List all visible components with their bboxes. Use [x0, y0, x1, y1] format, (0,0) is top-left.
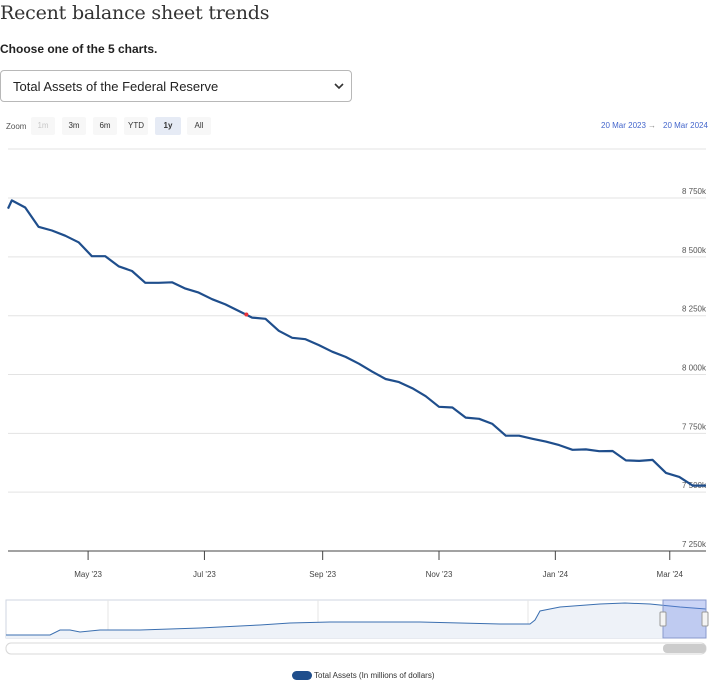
- chart-selector-value: Total Assets of the Federal Reserve: [13, 79, 219, 94]
- y-tick-label: 7 250k: [682, 540, 707, 549]
- chart-selector[interactable]: Total Assets of the Federal Reserve: [0, 70, 352, 102]
- zoom-button-1m[interactable]: 1m: [31, 117, 55, 135]
- zoom-button-6m[interactable]: 6m: [93, 117, 117, 135]
- navigator: 201020152020: [5, 599, 709, 655]
- data-points: [244, 312, 249, 317]
- y-tick-label: 7 750k: [682, 422, 707, 431]
- x-tick-label: Sep '23: [309, 570, 336, 579]
- navigator-area: [6, 603, 706, 638]
- x-tick-label: May '23: [74, 570, 102, 579]
- navigator-series-line: [6, 602, 707, 636]
- zoom-button-1y[interactable]: 1y: [155, 117, 181, 135]
- chevron-down-icon: [334, 83, 344, 90]
- x-tick-label: Mar '24: [657, 570, 684, 579]
- legend-label: Total Assets (In millions of dollars): [314, 671, 435, 680]
- range-arrow: →: [648, 121, 656, 130]
- navigator-handle-right[interactable]: [701, 611, 709, 627]
- x-axis: May '23 Jul '23 Sep '23 Nov '23 Jan '24 Mar '…: [8, 550, 706, 579]
- highlight-point[interactable]: [244, 312, 249, 317]
- x-tick-label: Nov '23: [426, 570, 453, 579]
- gridlines: [8, 148, 706, 552]
- y-tick-label: 8 250k: [682, 305, 707, 314]
- range-from-date[interactable]: 20 Mar 2023: [601, 121, 646, 130]
- x-tick-label: Jul '23: [193, 570, 216, 579]
- zoom-button-all[interactable]: All: [187, 117, 211, 135]
- x-tick-label: Jan '24: [543, 570, 569, 579]
- y-tick-label: 8 500k: [682, 246, 707, 255]
- series-line-total-assets[interactable]: [7, 199, 706, 487]
- navigator-scrollbar-track[interactable]: [5, 642, 707, 655]
- y-tick-label: 8 000k: [682, 364, 707, 373]
- navigator-scrollbar-thumb[interactable]: [663, 644, 706, 653]
- range-to-date[interactable]: 20 Mar 2024: [663, 121, 708, 130]
- zoom-button-ytd[interactable]: YTD: [124, 117, 148, 135]
- zoom-label: Zoom: [6, 122, 27, 131]
- y-tick-label: 8 750k: [682, 187, 707, 196]
- legend-swatch: [292, 671, 312, 680]
- zoom-button-3m[interactable]: 3m: [62, 117, 86, 135]
- page-title: Recent balance sheet trends: [0, 2, 270, 24]
- chart-chooser-label: Choose one of the 5 charts.: [0, 42, 158, 56]
- navigator-selected-range[interactable]: [662, 599, 707, 639]
- navigator-handle-left[interactable]: [659, 611, 667, 627]
